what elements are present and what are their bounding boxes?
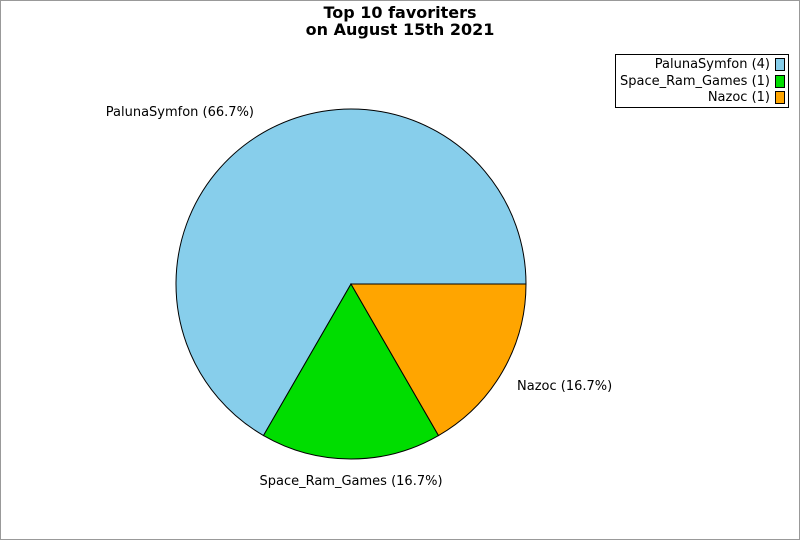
slice-label-palunasymfon: PalunaSymfon (66.7%) [105,105,254,120]
legend-swatch-nazoc [775,91,785,105]
pie-slice-nazoc [350,283,527,437]
legend-swatch-palunasymfon [775,57,785,71]
slice-label-nazoc: Nazoc (16.7%) [517,379,613,394]
legend-item-label: Nazoc (1) [707,90,770,106]
legend-swatch-space-ram-games [775,74,785,88]
slice-label-space-ram-games: Space_Ram_Games (16.7%) [259,474,443,489]
pie-slices [175,108,527,460]
pie-slice-space_ram_games [262,283,440,460]
legend-item-palunasymfon: PalunaSymfon (4) [618,56,785,73]
legend-item-label: Space_Ram_Games (1) [619,73,770,89]
legend-item-space-ram-games: Space_Ram_Games (1) [618,73,785,90]
chart-title: Top 10 favoriters on August 15th 2021 [1,4,799,38]
pie-slice-palunasymfon [175,108,527,437]
legend-item-nazoc: Nazoc (1) [618,89,785,106]
chart-title-line1: Top 10 favoriters [323,3,477,22]
legend-item-label: PalunaSymfon (4) [654,56,770,72]
chart-title-line2: on August 15th 2021 [305,20,495,39]
legend: PalunaSymfon (4) Space_Ram_Games (1) Naz… [615,54,789,108]
